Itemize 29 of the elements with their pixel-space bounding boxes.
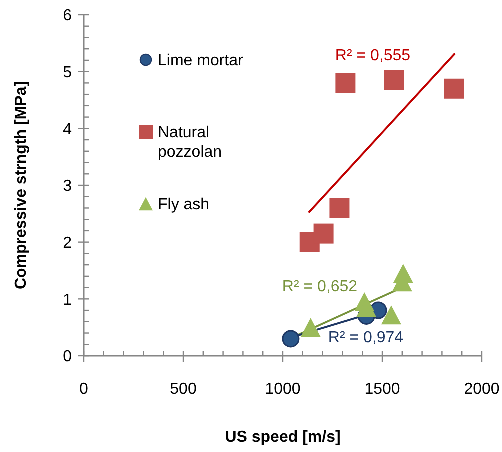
y-tick-label: 0 <box>63 348 72 366</box>
x-tick-label: 0 <box>80 381 89 398</box>
y-tick-label: 3 <box>63 178 72 196</box>
legend-label: Natural pozzolan <box>158 124 222 161</box>
annotation: R² = 0,652 <box>282 278 358 296</box>
legend-label: Lime mortar <box>158 52 244 70</box>
x-tick-label: 1000 <box>265 381 301 398</box>
point <box>314 224 334 244</box>
x-axis-title: US speed [m/s] <box>225 429 341 446</box>
point <box>282 330 300 348</box>
annotation: R² = 0,974 <box>328 330 404 347</box>
y-tick-label: 1 <box>63 292 72 309</box>
point <box>444 78 464 99</box>
point <box>381 306 402 325</box>
x-tick-label: 1500 <box>364 381 400 398</box>
y-tick-label: 5 <box>63 64 72 82</box>
y-axis-title: Compressive strngth [MPa] <box>13 81 30 290</box>
point <box>300 318 321 338</box>
annotation: R² = 0,555 <box>335 48 411 65</box>
point <box>336 73 356 94</box>
x-tick-label: 2000 <box>464 381 500 398</box>
x-tick-label: 500 <box>170 381 197 398</box>
y-tick-label: 2 <box>63 234 72 252</box>
point <box>384 70 404 90</box>
y-tick-label: 4 <box>63 121 72 138</box>
point <box>330 198 350 218</box>
y-tick-label: 6 <box>63 8 72 25</box>
point <box>393 264 414 284</box>
legend-label: Fly ash <box>158 196 210 214</box>
